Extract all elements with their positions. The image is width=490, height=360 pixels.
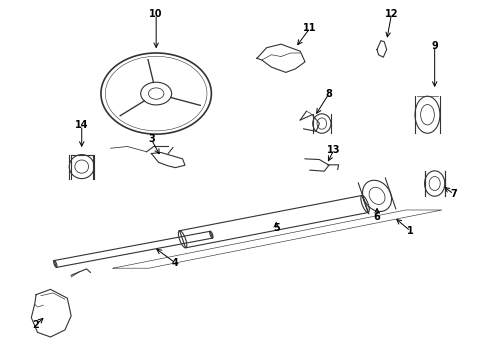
Text: 7: 7 [450,189,457,199]
Text: 14: 14 [75,120,89,130]
Text: 4: 4 [172,258,179,268]
Text: 8: 8 [325,89,333,99]
Text: 13: 13 [327,145,341,155]
Text: 5: 5 [273,222,280,233]
Text: 1: 1 [407,226,414,236]
Text: 10: 10 [149,9,163,19]
Text: 12: 12 [385,9,398,19]
Text: 6: 6 [374,212,380,222]
Text: 3: 3 [148,134,155,144]
Text: 2: 2 [33,320,40,330]
Text: 11: 11 [303,23,317,33]
Text: 9: 9 [431,41,438,51]
